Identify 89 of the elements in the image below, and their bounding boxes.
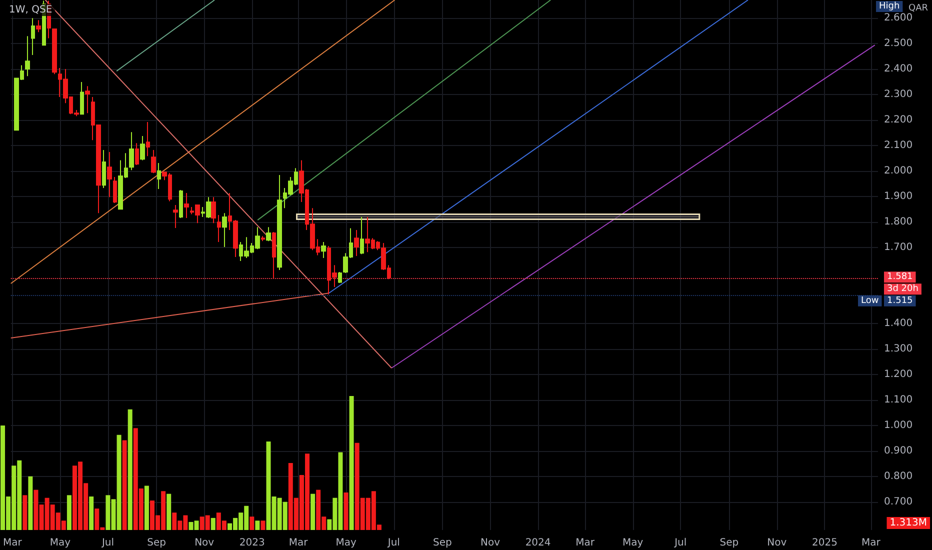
bar — [310, 494, 316, 530]
bar — [89, 496, 94, 530]
y-tick-label: 1.800 — [884, 216, 913, 228]
bar — [128, 409, 132, 530]
y-tick-label: 2.600 — [884, 12, 913, 24]
x-tick-label: Mar — [2, 538, 23, 548]
y-tick-label: 1.000 — [884, 420, 913, 432]
y-tick-label: 0.700 — [884, 496, 913, 508]
candlestick — [354, 229, 359, 256]
candlestick — [321, 241, 326, 258]
bar — [210, 518, 216, 530]
candlestick — [80, 82, 84, 115]
candlestick — [31, 18, 35, 56]
x-tick-label: Sep — [433, 538, 452, 548]
bar — [349, 396, 354, 530]
candlestick — [113, 176, 117, 204]
candlestick — [272, 232, 276, 279]
y-tick-label: 1.900 — [884, 190, 913, 202]
x-tick-label: Sep — [720, 538, 739, 548]
candlestick — [135, 142, 139, 166]
x-tick-label: 2024 — [525, 538, 551, 548]
y-tick-label: 1.300 — [884, 344, 913, 355]
text: High — [879, 2, 900, 12]
annotation: Low — [861, 296, 879, 306]
y-tick-label: 1.100 — [884, 394, 913, 406]
x-tick-label: May — [50, 538, 71, 548]
candlestick — [36, 20, 41, 33]
candlestick — [140, 136, 145, 161]
y-tick-label: 0.800 — [884, 471, 913, 482]
x-tick-label: Sep — [147, 538, 166, 548]
candlestick — [277, 174, 282, 270]
bar — [255, 520, 260, 530]
candlestick — [102, 150, 106, 188]
y-tick-label: 2.300 — [884, 88, 913, 100]
candlestick — [217, 214, 221, 242]
y-tick-label: 1.400 — [884, 318, 913, 330]
bar — [166, 494, 172, 530]
bar — [144, 486, 149, 530]
x-tick-label: May — [622, 538, 644, 548]
candlestick — [146, 121, 150, 157]
candlestick — [52, 28, 57, 75]
x-tick-label: Nov — [480, 538, 500, 548]
y-tick-label: 1.700 — [884, 242, 913, 253]
candlestick — [211, 196, 216, 224]
candlestick — [360, 216, 364, 255]
candlestick — [151, 150, 156, 174]
x-tick-label: Nov — [194, 538, 214, 548]
candlestick — [184, 192, 189, 219]
bar — [250, 516, 254, 530]
candlestick — [85, 86, 90, 114]
ref-line-label: 1.581 — [887, 272, 913, 282]
y-axis-title: QAR — [908, 4, 928, 14]
y-tick-label: 0.900 — [884, 446, 913, 457]
x-tick-label: Jul — [386, 538, 400, 548]
y-tick-label: 2.500 — [884, 38, 913, 50]
x-tick-label: Jul — [100, 538, 114, 548]
x-tick-label: Mar — [576, 538, 596, 548]
candlestick — [129, 132, 134, 171]
x-tick-label: May — [336, 538, 357, 548]
x-tick-label: 2023 — [239, 538, 265, 548]
x-tick-label: Mar — [288, 538, 309, 548]
bar — [22, 495, 28, 530]
candlestick — [25, 36, 30, 77]
bar — [28, 476, 33, 530]
y-tick-label: 2.400 — [884, 64, 913, 75]
x-tick-label: Mar — [862, 538, 882, 548]
candlestick — [157, 162, 161, 190]
y-tick-label: 2.100 — [884, 140, 913, 151]
candlestick — [266, 226, 271, 242]
x-tick-label: Jul — [674, 538, 687, 548]
text: 1.313M — [890, 518, 928, 528]
candlestick — [338, 272, 342, 284]
x-tick-label: Nov — [767, 538, 787, 548]
y-tick-label: 1.200 — [884, 369, 913, 380]
candlestick — [179, 189, 183, 219]
candlestick — [107, 152, 112, 198]
chart-title: 1W, QSE — [9, 4, 52, 16]
candlestick — [222, 212, 227, 248]
candlestick — [261, 236, 265, 242]
bar — [122, 440, 127, 530]
text: 3d 20h — [887, 284, 918, 294]
x-tick-label: 2025 — [812, 538, 838, 548]
bar — [344, 492, 348, 530]
y-tick-label: 2.200 — [884, 114, 913, 126]
ref-line-label: 1.515 — [887, 296, 913, 306]
candlestick — [173, 204, 178, 228]
bar — [260, 520, 266, 530]
y-tick-label: 2.000 — [884, 165, 913, 176]
bar — [66, 495, 72, 530]
